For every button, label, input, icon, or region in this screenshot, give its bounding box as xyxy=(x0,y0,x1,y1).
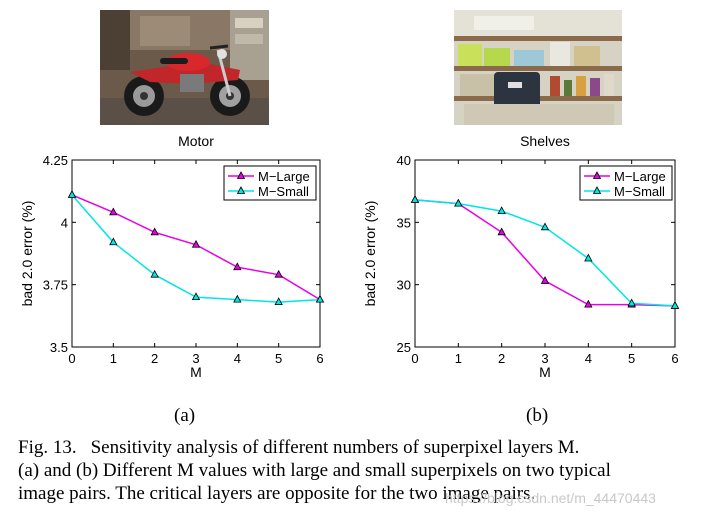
x-tick-label-b-1: 1 xyxy=(455,351,462,366)
data-point-a-0-5 xyxy=(274,269,283,278)
data-point-a-0-2 xyxy=(150,227,159,236)
x-tick-label-a-3: 3 xyxy=(192,351,199,366)
legend-marker-a-0 xyxy=(236,171,246,179)
y-tick-label-a-2: 4 xyxy=(61,215,68,230)
x-tick-label-a-2: 2 xyxy=(151,351,158,366)
legend-marker-a-1 xyxy=(236,186,246,194)
legend-label-b-0: M−Large xyxy=(614,169,666,184)
legend-marker-b-1 xyxy=(592,186,602,194)
x-tick-label-b-0: 0 xyxy=(411,351,418,366)
x-tick-label-b-4: 4 xyxy=(585,351,592,366)
y-tick-label-a-1: 3.75 xyxy=(43,278,68,293)
x-tick-label-a-4: 4 xyxy=(234,351,241,366)
x-tick-label-b-5: 5 xyxy=(628,351,635,366)
motorcycle-photo-illustration xyxy=(100,10,269,125)
data-point-a-1-4 xyxy=(233,294,242,303)
legend-box-b xyxy=(579,165,673,201)
shelves-photo-illustration xyxy=(454,10,622,125)
subfigure-label-a: (a) xyxy=(174,405,196,426)
data-point-a-1-2 xyxy=(150,269,159,278)
caption-figure-number: Fig. 13. xyxy=(18,437,77,458)
data-point-a-0-1 xyxy=(109,207,118,216)
chart-title-a: Motor xyxy=(178,133,214,149)
legend-marker-b-0 xyxy=(592,171,602,179)
data-point-b-0-2 xyxy=(497,227,506,236)
photo-shelves xyxy=(454,10,622,125)
series-line-b-0 xyxy=(414,199,676,307)
data-point-a-0-3 xyxy=(191,239,201,248)
y-tick-label-a-0: 3.5 xyxy=(50,340,68,355)
series-line-b-1 xyxy=(414,199,676,307)
data-point-a-1-1 xyxy=(109,237,118,246)
data-point-b-1-1 xyxy=(454,198,463,207)
x-tick-label-a-0: 0 xyxy=(68,351,75,366)
data-point-b-1-2 xyxy=(497,206,506,215)
y-tick-label-b-2: 35 xyxy=(397,215,411,230)
figure-caption: Fig. 13. Sensitivity analysis of differen… xyxy=(18,436,698,505)
data-point-b-1-4 xyxy=(584,253,593,262)
y-tick-label-b-1: 30 xyxy=(397,278,411,293)
y-axis-label-a: bad 2.0 error (%) xyxy=(19,201,35,307)
legend-label-a-1: M−Small xyxy=(258,184,309,199)
x-tick-label-a-1: 1 xyxy=(110,351,117,366)
x-tick-label-b-6: 6 xyxy=(671,351,678,366)
data-point-a-1-0 xyxy=(67,190,77,198)
x-tick-label-b-2: 2 xyxy=(498,351,505,366)
legend-label-a-0: M−Large xyxy=(258,169,310,184)
data-point-b-1-3 xyxy=(540,222,550,231)
chart-title-b: Shelves xyxy=(520,133,570,149)
caption-line-3: image pairs. The critical layers are opp… xyxy=(18,483,536,504)
photo-motorcycle xyxy=(100,10,269,125)
data-point-b-1-6 xyxy=(670,301,680,309)
x-tick-label-a-5: 5 xyxy=(275,351,282,366)
data-point-a-1-3 xyxy=(191,292,201,301)
y-tick-label-b-0: 25 xyxy=(397,340,411,355)
caption-line-1: Fig. 13. Sensitivity analysis of differen… xyxy=(18,436,698,459)
watermark: https://blog.csdn.net/m_44470443 xyxy=(445,490,656,506)
legend-label-b-1: M−Small xyxy=(614,184,665,199)
data-point-b-0-4 xyxy=(584,299,593,308)
subfigure-label-b: (b) xyxy=(526,405,549,426)
data-point-a-1-6 xyxy=(315,294,325,303)
data-point-b-0-3 xyxy=(540,276,550,284)
x-tick-label-b-3: 3 xyxy=(541,351,548,366)
caption-line-2: (a) and (b) Different M values with larg… xyxy=(18,460,611,481)
legend-box-a xyxy=(223,165,317,201)
x-axis-label-a: M xyxy=(190,364,202,380)
data-point-a-1-5 xyxy=(274,297,283,306)
caption-text-1: Sensitivity analysis of different number… xyxy=(90,437,580,458)
y-axis-label-b: bad 2.0 error (%) xyxy=(362,201,378,307)
data-point-b-1-5 xyxy=(627,298,636,307)
data-point-b-1-0 xyxy=(410,195,420,203)
x-tick-label-a-6: 6 xyxy=(316,351,323,366)
x-axis-label-b: M xyxy=(539,364,551,380)
y-tick-label-a-3: 4.25 xyxy=(43,153,68,168)
y-tick-label-b-3: 40 xyxy=(397,153,411,168)
data-point-a-0-4 xyxy=(233,262,242,271)
